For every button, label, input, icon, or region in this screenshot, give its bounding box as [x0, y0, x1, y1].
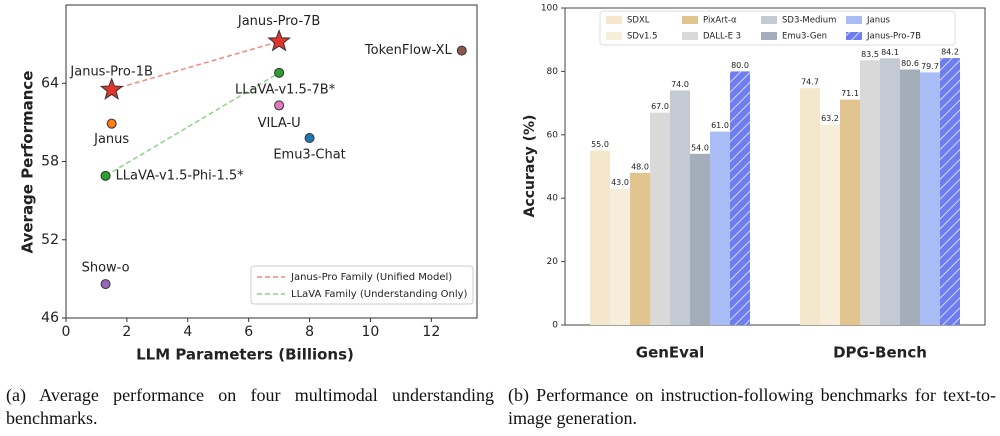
legend-swatch	[846, 16, 862, 24]
caption: (a) Average performance on four multimod…	[6, 385, 494, 428]
legend-swatch	[761, 32, 777, 40]
value-label: 48.0	[631, 162, 649, 171]
legend-label: Janus	[866, 16, 890, 26]
bar	[860, 60, 880, 326]
y-tick-label: 64	[41, 75, 59, 91]
bar	[590, 150, 610, 325]
y-tick-label: 46	[41, 310, 59, 326]
x-tick-label: 12	[422, 324, 440, 340]
legend-label: PixArt-α	[703, 16, 737, 26]
y-tick-label: 40	[547, 194, 559, 204]
figure: LLM Parameters (Billions) Average Perfor…	[19, 4, 986, 364]
point	[100, 279, 111, 290]
value-label: 61.0	[711, 121, 729, 130]
legend-label: LLaVA Family (Understanding Only)	[291, 289, 468, 300]
value-label: 55.0	[591, 140, 609, 149]
point-label: Janus-Pro-7B	[237, 14, 321, 29]
value-label: 80.6	[901, 59, 919, 68]
value-label: 74.7	[801, 78, 819, 87]
y-tick-label: 80	[547, 67, 559, 77]
point-star	[267, 29, 291, 52]
x-axis-title: LLM Parameters (Billions)	[136, 346, 354, 364]
point	[106, 118, 117, 129]
bar	[690, 153, 710, 325]
bar	[880, 58, 900, 325]
bar	[670, 90, 690, 325]
point-label: Show-o	[82, 261, 130, 276]
y-tick-label: 52	[41, 232, 59, 248]
bar	[900, 69, 920, 325]
point-label: VILA-U	[258, 116, 301, 131]
bar-hatch	[730, 71, 750, 326]
value-label: 84.1	[881, 48, 899, 57]
legend-label: Janus-Pro Family (Unified Model)	[290, 272, 452, 283]
plot-frame	[564, 7, 986, 326]
point-label: Emu3-Chat	[273, 148, 345, 163]
bar	[820, 124, 840, 325]
value-label: 80.0	[731, 61, 749, 70]
legend-swatch	[761, 16, 777, 24]
legend-label: SDXL	[627, 16, 650, 26]
legend-swatch	[606, 32, 622, 40]
value-label: 84.2	[941, 48, 959, 57]
bar	[840, 99, 860, 325]
y-tick-label: 58	[41, 154, 59, 170]
legend-label: Emu3-Gen	[782, 32, 827, 42]
value-label: 43.0	[611, 178, 629, 187]
x-tick-label: 2	[122, 324, 131, 340]
point-star	[99, 77, 124, 100]
x-tick-label: 10	[362, 324, 380, 340]
legend-box	[250, 265, 474, 305]
point	[456, 45, 467, 56]
point	[304, 133, 315, 144]
y-tick-label: 60	[547, 130, 559, 140]
point	[274, 100, 285, 111]
value-label: 79.7	[921, 62, 939, 71]
x-tick-label: GenEval	[636, 344, 704, 362]
y-tick-label: 0	[552, 321, 558, 331]
point	[274, 67, 285, 78]
caption: (b) Performance on instruction-following…	[508, 385, 996, 428]
value-label: 71.1	[841, 89, 859, 98]
legend-swatch-hatch	[846, 32, 862, 40]
bar-hatch	[940, 58, 960, 325]
bar	[630, 172, 650, 325]
bar	[710, 131, 730, 325]
x-tick-label: 0	[62, 324, 71, 340]
y-axis-title: Average Performance	[19, 71, 37, 254]
x-tick-label: 4	[183, 324, 192, 340]
legend-label: SDv1.5	[627, 32, 658, 42]
bar	[610, 188, 630, 325]
value-label: 74.0	[671, 80, 689, 89]
legend-label: SD3-Medium	[782, 16, 836, 26]
bar	[800, 88, 820, 326]
value-label: 67.0	[651, 102, 669, 111]
x-tick-label: 8	[305, 324, 314, 340]
point-label: Janus-Pro-1B	[69, 64, 153, 79]
bar	[920, 72, 940, 325]
y-tick-label: 100	[541, 4, 558, 14]
point-label: TokenFlow-XL	[364, 43, 453, 58]
value-label: 63.2	[821, 114, 839, 123]
family-line	[111, 40, 280, 91]
value-label: 54.0	[691, 143, 709, 152]
bar	[650, 112, 670, 325]
point-label: Janus	[93, 132, 129, 147]
point	[100, 170, 111, 181]
value-label: 83.5	[861, 50, 879, 59]
family-line	[105, 72, 280, 177]
legend-label: Janus-Pro-7B	[866, 32, 921, 42]
x-tick-label: 6	[244, 324, 253, 340]
legend-swatch	[606, 16, 622, 24]
legend-swatch	[682, 32, 698, 40]
x-tick-label: DPG-Bench	[833, 344, 927, 362]
legend-swatch	[682, 16, 698, 24]
y-axis-title: Accuracy (%)	[522, 115, 538, 218]
point-label: LLaVA-v1.5-Phi-1.5*	[116, 168, 245, 183]
point-label: LLaVA-v1.5-7B*	[235, 82, 336, 97]
legend-label: DALL-E 3	[703, 32, 741, 42]
y-tick-label: 20	[547, 257, 559, 267]
